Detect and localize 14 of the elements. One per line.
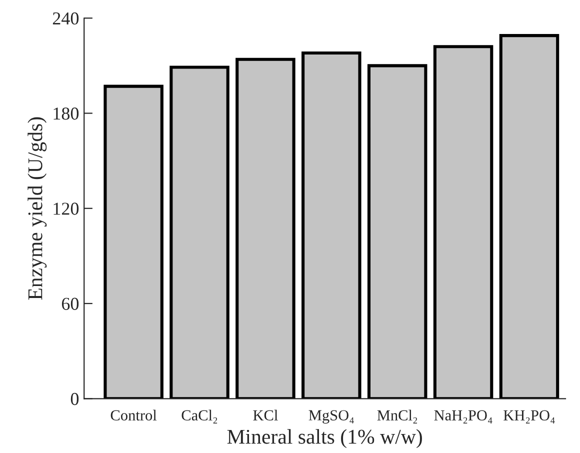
y-tick-label: 120 <box>54 202 79 215</box>
x-tick-label: KCl <box>253 410 278 421</box>
x-tick-label: NaH₂PO₄ <box>434 410 492 424</box>
y-tick-label: 240 <box>52 12 79 25</box>
x-axis-title: Mineral salts (1% w/w) <box>227 429 422 448</box>
x-tick-label: MnCl₂ <box>377 410 418 424</box>
y-axis-title: Enzyme yield (U/gds) <box>28 117 47 300</box>
y-tick-label: 60 <box>62 298 79 310</box>
x-tick-label: CaCl₂ <box>182 410 218 424</box>
x-tick-label: KH₂PO₄ <box>504 410 555 424</box>
y-tick-label: 0 <box>70 392 79 406</box>
y-tick-label: 180 <box>54 108 79 120</box>
x-tick-label: Control <box>110 410 157 421</box>
x-tick-label: MgSO₄ <box>308 410 354 424</box>
